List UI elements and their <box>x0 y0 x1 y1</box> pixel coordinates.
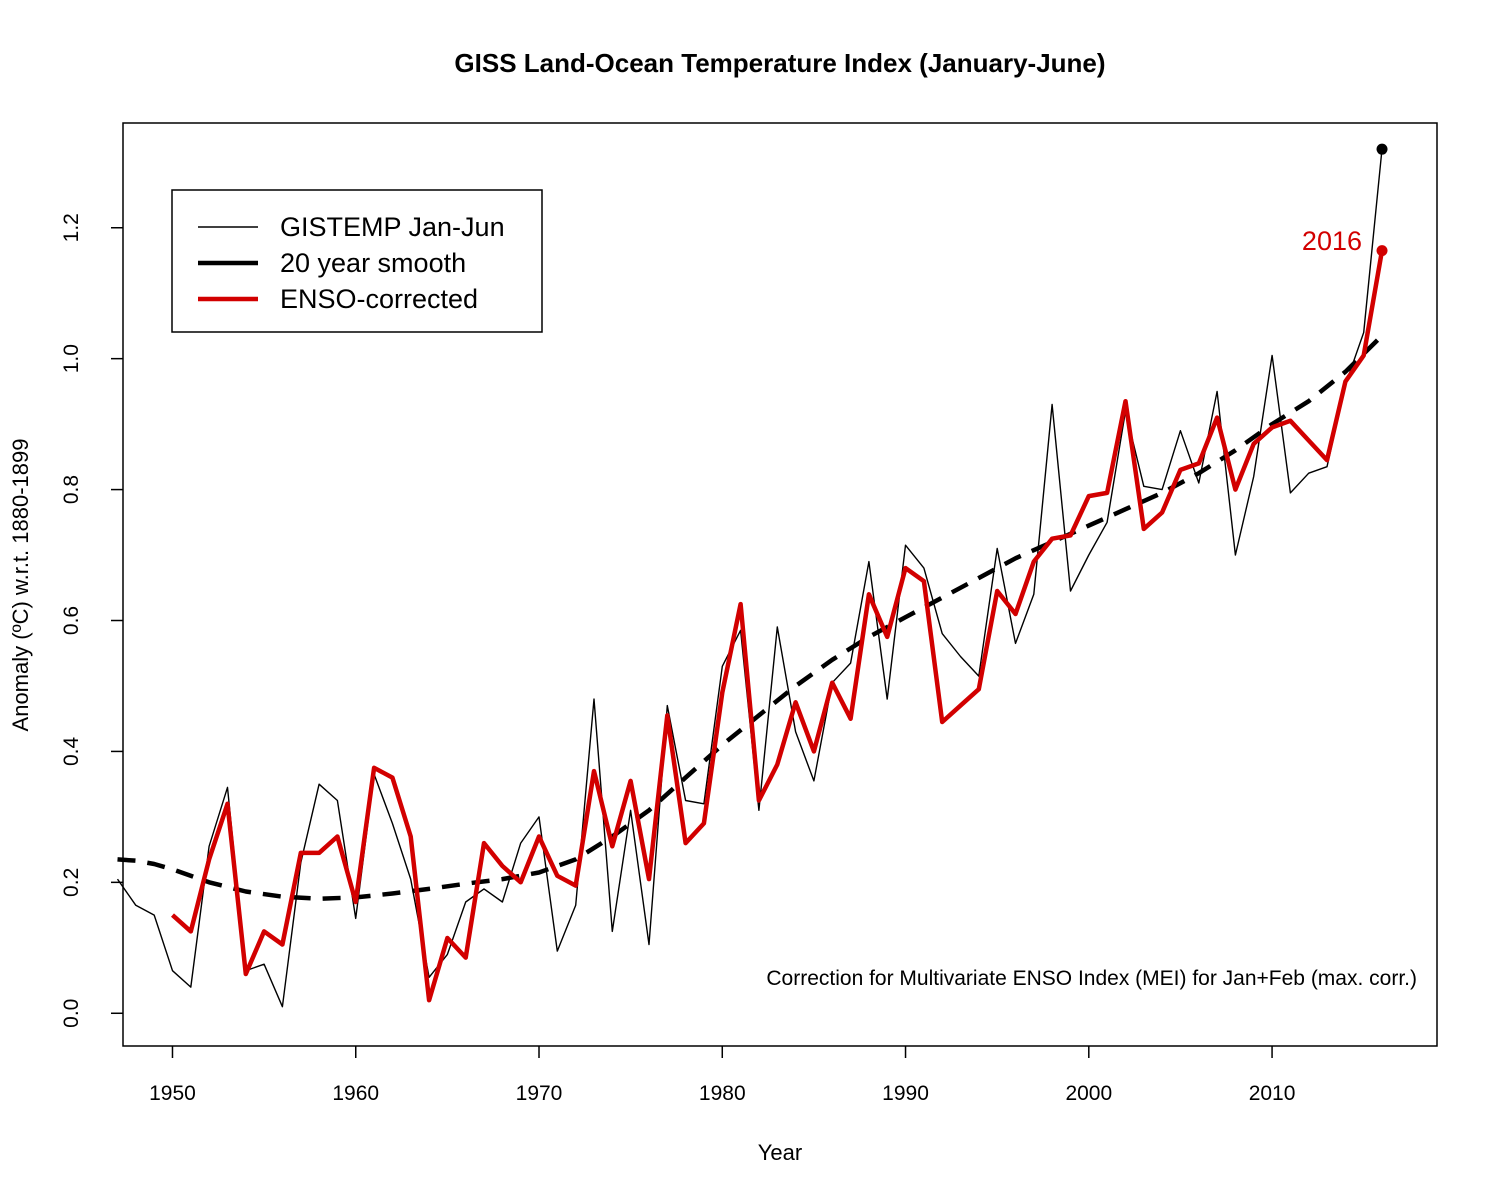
y-tick-label: 0.4 <box>60 737 83 767</box>
legend-label: GISTEMP Jan-Jun <box>280 212 505 242</box>
x-axis: 1950 1960 1970 1980 1990 2000 2010 <box>149 1046 1295 1105</box>
endpoint-marker <box>1376 245 1388 257</box>
legend: GISTEMP Jan-Jun 20 year smooth ENSO-correc… <box>171 189 543 333</box>
chart-annotation: Correction for Multivariate ENSO Index (… <box>766 967 1417 990</box>
y-tick-label: 0.0 <box>60 999 83 1028</box>
x-tick-label: 1960 <box>332 1082 379 1105</box>
chart-title: GISS Land-Ocean Temperature Index (Janua… <box>454 48 1105 78</box>
y-tick-label: 0.6 <box>60 606 83 635</box>
x-tick-label: 1970 <box>516 1082 563 1105</box>
y-axis-title: Anomaly (ºC) w.r.t. 1880-1899 <box>8 439 33 732</box>
y-tick-label: 0.2 <box>60 868 83 897</box>
x-tick-label: 2010 <box>1249 1082 1296 1105</box>
x-tick-label: 1980 <box>699 1082 746 1105</box>
x-tick-label: 2000 <box>1065 1082 1112 1105</box>
x-tick-label: 1950 <box>149 1082 196 1105</box>
y-tick-label: 0.8 <box>60 475 83 504</box>
y-tick-label: 1.2 <box>60 213 83 242</box>
highlight-year-label: 2016 <box>1302 226 1362 256</box>
series-layer <box>116 143 1388 1008</box>
legend-label: 20 year smooth <box>280 248 466 278</box>
series-line-enso-corrected <box>171 250 1385 1003</box>
x-tick-label: 1990 <box>882 1082 929 1105</box>
x-axis-title: Year <box>758 1140 802 1165</box>
y-axis: 0.0 0.2 0.4 0.6 0.8 1.0 1.2 <box>60 213 123 1028</box>
plot-frame <box>122 122 1438 1047</box>
endpoint-marker <box>1376 143 1388 155</box>
legend-label: ENSO-corrected <box>280 284 478 314</box>
y-tick-label: 1.0 <box>60 344 83 373</box>
series-line-20-year-smooth <box>117 334 1384 901</box>
